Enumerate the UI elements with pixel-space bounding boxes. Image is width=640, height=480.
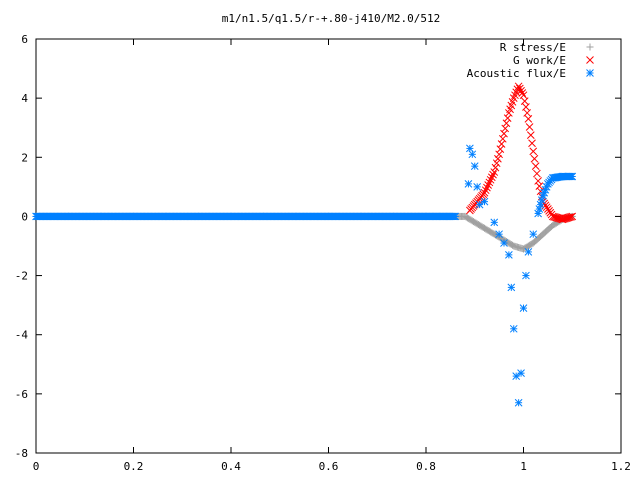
data-point	[481, 186, 490, 195]
data-point	[514, 82, 523, 91]
x-tick-label: 1	[520, 460, 527, 473]
data-point	[475, 200, 484, 209]
data-point	[500, 239, 508, 247]
axes: 0 0.2 0.4 0.6 0.8 1 1.2 6 4 2 0 -2 -4 -6 -8	[15, 33, 631, 473]
legend-marker	[586, 69, 594, 77]
x-tick-label: 0	[33, 460, 40, 473]
x-tick-label: 0.6	[319, 460, 339, 473]
data-point	[487, 173, 496, 182]
data-point	[526, 131, 535, 139]
data-point	[522, 103, 530, 111]
data-point	[518, 89, 527, 97]
series-layer	[32, 82, 577, 407]
data-point	[451, 212, 460, 221]
data-point	[535, 205, 544, 213]
y-tick-label: -2	[15, 270, 28, 283]
data-point	[568, 212, 577, 221]
data-point	[492, 159, 501, 168]
data-point	[505, 251, 513, 259]
data-point	[490, 218, 499, 227]
legend-marker	[586, 56, 594, 64]
data-point	[507, 283, 516, 292]
data-point	[534, 209, 542, 218]
data-point	[473, 183, 482, 191]
legend-label: R stress/E	[500, 41, 566, 54]
data-point	[524, 114, 533, 123]
data-point	[530, 154, 539, 163]
legend-marker	[586, 43, 594, 51]
series-asterisk	[32, 144, 577, 407]
data-point	[529, 230, 538, 239]
legend-label: G work/E	[513, 54, 566, 67]
data-point	[464, 180, 473, 188]
y-tick-label: 2	[21, 151, 28, 164]
data-point	[533, 169, 541, 178]
data-point	[466, 144, 474, 153]
data-point	[503, 114, 512, 122]
data-point	[511, 91, 519, 100]
data-point	[480, 197, 489, 206]
data-point	[468, 150, 477, 159]
data-point	[529, 147, 538, 156]
data-point	[495, 230, 503, 239]
data-point	[520, 97, 529, 105]
y-tick-label: 6	[21, 33, 28, 46]
data-point	[494, 154, 502, 163]
data-point	[497, 140, 506, 148]
data-point	[522, 271, 530, 280]
data-point	[480, 188, 489, 197]
data-point	[565, 213, 574, 222]
y-tick-label: -6	[15, 388, 28, 401]
data-point	[498, 134, 507, 143]
x-tick-label: 0.8	[416, 460, 436, 473]
series-cross	[466, 82, 577, 224]
data-point	[524, 248, 533, 256]
data-point	[502, 119, 511, 128]
y-tick-label: -8	[15, 447, 28, 460]
data-point	[519, 304, 528, 312]
data-point	[535, 182, 544, 190]
y-tick-label: -4	[15, 329, 29, 342]
data-point	[501, 124, 510, 133]
data-point	[491, 163, 500, 172]
data-point	[536, 200, 545, 209]
y-tick-label: 0	[21, 210, 28, 223]
legend-label: Acoustic flux/E	[467, 67, 566, 80]
data-point	[537, 196, 546, 205]
data-point	[517, 369, 525, 378]
data-point	[496, 145, 505, 154]
data-point	[525, 123, 534, 131]
data-point	[470, 162, 479, 171]
y-tick-label: 4	[21, 92, 28, 105]
data-point	[528, 139, 536, 148]
data-point	[509, 324, 518, 333]
x-tick-label: 0.2	[124, 460, 144, 473]
data-point	[517, 86, 525, 95]
data-point	[495, 150, 503, 159]
data-point	[486, 175, 495, 184]
x-tick-label: 1.2	[611, 460, 631, 473]
data-point	[500, 129, 508, 138]
data-point	[515, 84, 524, 93]
data-point	[523, 109, 532, 117]
data-point	[514, 398, 523, 407]
data-point	[567, 212, 575, 221]
data-point	[568, 172, 577, 181]
data-point	[485, 178, 494, 187]
data-point	[489, 170, 497, 179]
data-point	[519, 91, 528, 100]
chart-title: m1/n1.5/q1.5/r-+.80-j410/M2.0/512	[222, 12, 441, 25]
data-point	[490, 168, 499, 176]
data-point	[531, 162, 540, 171]
data-point	[534, 177, 542, 185]
x-tick-label: 0.4	[221, 460, 241, 473]
data-point	[483, 183, 491, 192]
data-point	[484, 181, 493, 189]
